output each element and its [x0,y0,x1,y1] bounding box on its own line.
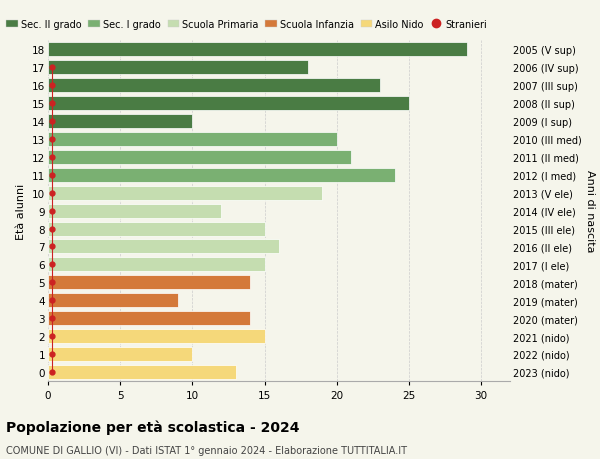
Bar [48,168,395,182]
Bar [48,115,193,129]
Y-axis label: Età alunni: Età alunni [16,183,26,239]
Bar [48,79,380,93]
Bar [48,97,409,111]
Bar [48,329,265,343]
Bar [48,151,351,164]
Text: Popolazione per età scolastica - 2024: Popolazione per età scolastica - 2024 [6,420,299,435]
Bar [48,365,236,379]
Bar [48,294,178,308]
Bar [48,43,467,57]
Bar [48,204,221,218]
Bar [48,258,265,272]
Bar [48,311,250,325]
Legend: Sec. II grado, Sec. I grado, Scuola Primaria, Scuola Infanzia, Asilo Nido, Stran: Sec. II grado, Sec. I grado, Scuola Prim… [7,20,487,30]
Bar [48,276,250,290]
Bar [48,133,337,146]
Bar [48,61,308,75]
Y-axis label: Anni di nascita: Anni di nascita [586,170,595,252]
Bar [48,240,279,254]
Bar [48,222,265,236]
Text: COMUNE DI GALLIO (VI) - Dati ISTAT 1° gennaio 2024 - Elaborazione TUTTITALIA.IT: COMUNE DI GALLIO (VI) - Dati ISTAT 1° ge… [6,445,407,455]
Bar [48,347,193,361]
Bar [48,186,322,200]
